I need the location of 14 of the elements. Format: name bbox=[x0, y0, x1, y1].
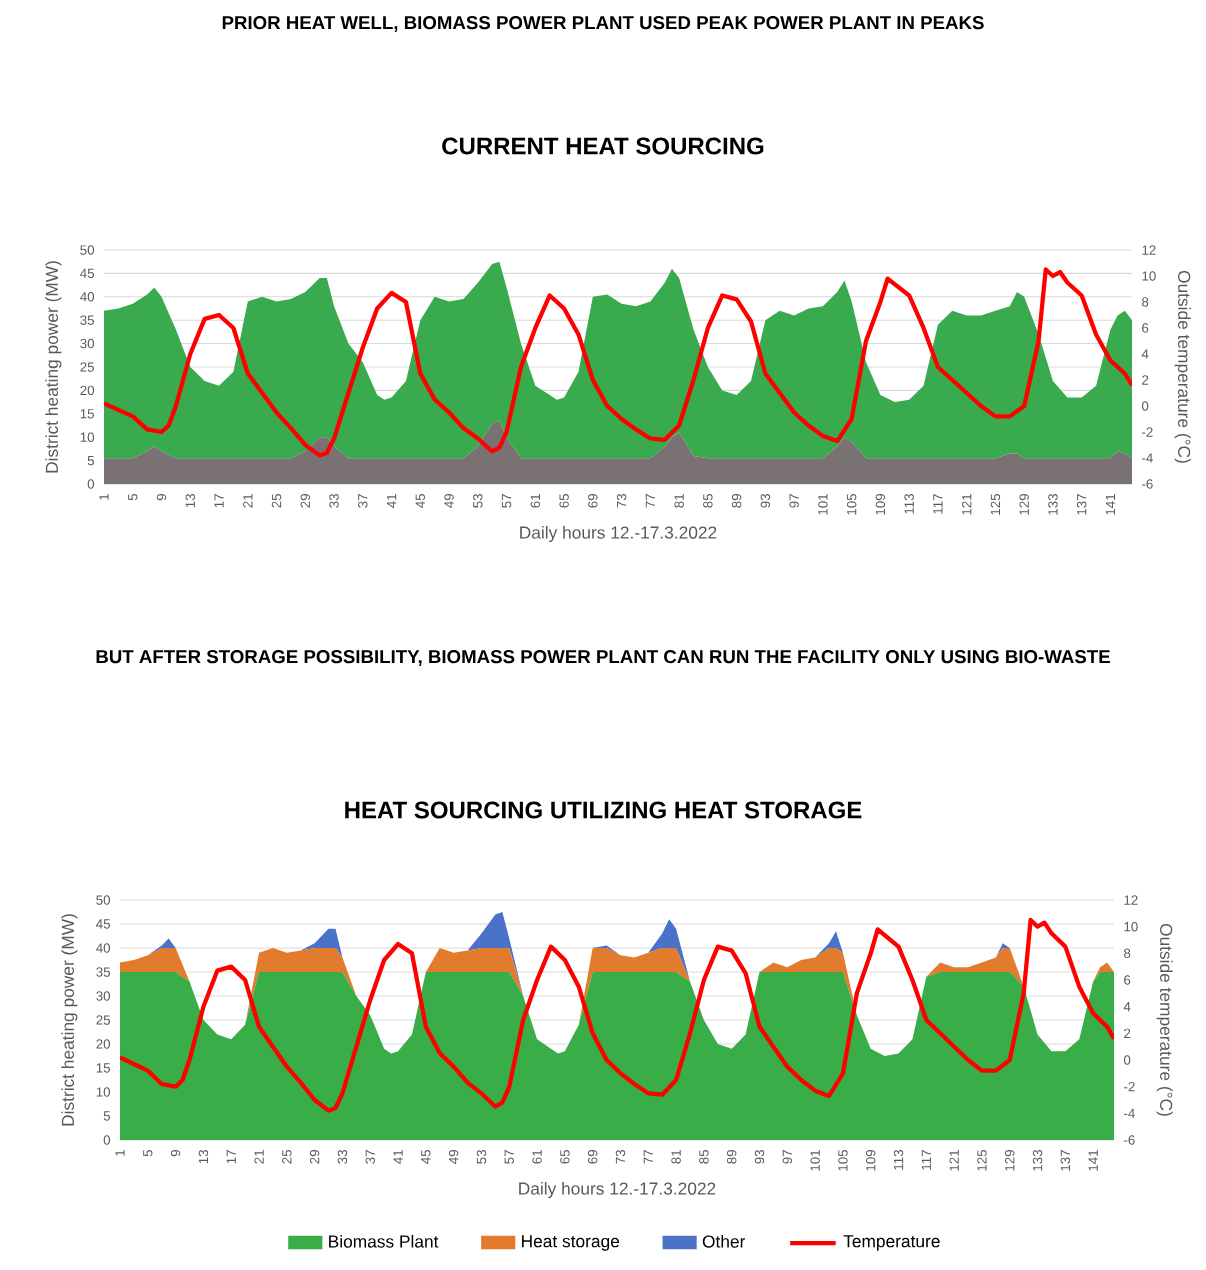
x-axis-title: Daily hours 12.-17.3.2022 bbox=[520, 525, 717, 543]
y-axis-title: District heating power (MW) bbox=[61, 914, 78, 1126]
text: PRIOR HEAT WELL, BIOMASS POWER PLANT USED PEAK POWER PLANT IN PEAKS bbox=[222, 16, 984, 32]
legend-label: Temperature bbox=[843, 1235, 940, 1251]
y-axis-title: District heating power (MW) bbox=[45, 261, 62, 473]
text: BUT AFTER STORAGE POSSIBILITY, BIOMASS POWER PLANT CAN RUN THE FACILITY ONLY USING BIO-WASTE bbox=[96, 650, 1110, 666]
y2-axis-title: Outside temperature (°C) bbox=[1156, 923, 1173, 1116]
legend-label: Heat storage bbox=[522, 1235, 620, 1251]
legend-label: Biomass Plant bbox=[329, 1234, 439, 1248]
x-axis-title: Daily hours 12.-17.3.2022 bbox=[519, 1181, 716, 1199]
chart-title: CURRENT HEAT SOURCING bbox=[442, 137, 764, 155]
legend-label: Other bbox=[702, 1234, 746, 1248]
y2-axis-title: Outside temperature (°C) bbox=[1174, 270, 1191, 463]
chart-title: HEAT SOURCING UTILIZING HEAT STORAGE bbox=[345, 801, 862, 819]
